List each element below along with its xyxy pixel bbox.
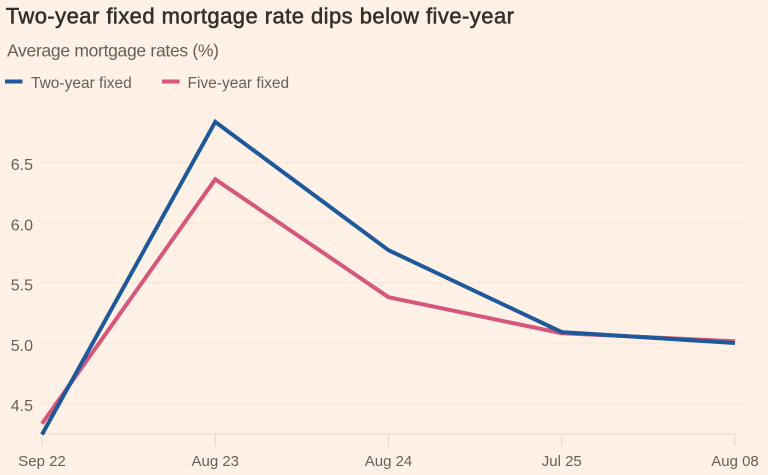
svg-text:Aug 24: Aug 24 (365, 453, 413, 470)
svg-text:Sep 22: Sep 22 (18, 453, 66, 470)
svg-text:Five-year fixed: Five-year fixed (188, 75, 290, 92)
svg-text:5.5: 5.5 (11, 278, 33, 295)
svg-text:Two-year fixed: Two-year fixed (31, 75, 132, 92)
svg-text:4.5: 4.5 (11, 398, 33, 415)
svg-text:Jul 25: Jul 25 (542, 453, 582, 470)
svg-text:Aug 08: Aug 08 (711, 453, 759, 470)
svg-text:6.5: 6.5 (11, 157, 33, 174)
svg-text:Two-year fixed mortgage rate d: Two-year fixed mortgage rate dips below … (6, 4, 515, 29)
svg-text:Aug 23: Aug 23 (191, 453, 239, 470)
svg-text:Average mortgage rates (%): Average mortgage rates (%) (7, 40, 219, 60)
svg-text:6.0: 6.0 (11, 217, 33, 234)
svg-text:5.0: 5.0 (11, 338, 33, 355)
